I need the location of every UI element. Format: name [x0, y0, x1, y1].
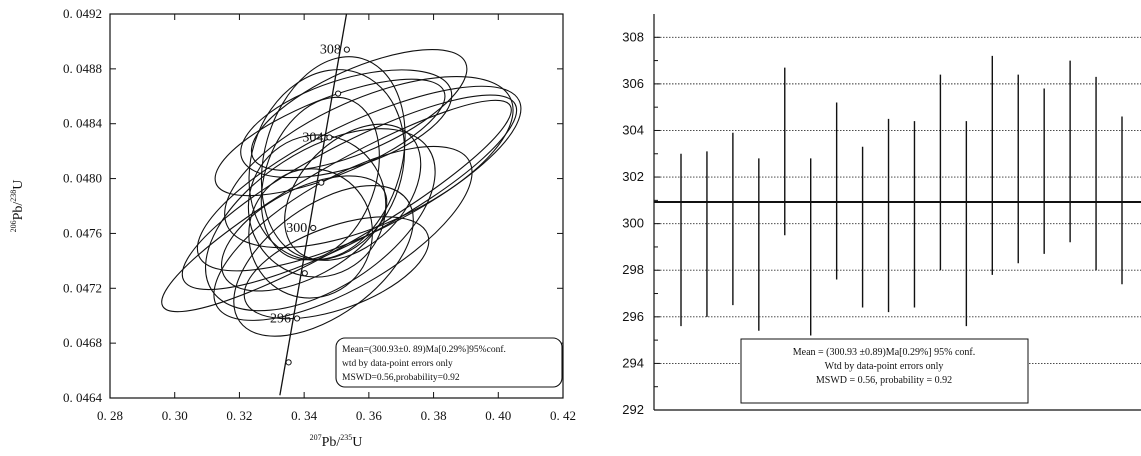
weighted-mean-y-tick-label: 296 — [622, 309, 644, 324]
error-ellipse-13 — [248, 69, 406, 261]
concordia-age-marker-300 — [310, 224, 317, 232]
weighted-mean-y-tick-label: 292 — [622, 402, 644, 417]
concordia-y-tick-label: 0. 0484 — [63, 116, 103, 131]
concordia-x-tick-label: 0. 32 — [226, 408, 252, 423]
concordia-plot: 0. 28 0. 30 0. 32 0. 34 0. 36 0. 38 0. 40 0. 42… — [9, 6, 576, 450]
concordia-y-tick-label: 0. 0492 — [63, 6, 102, 21]
weighted-mean-plot: 292 294 296 298 300 302 304 306 308 Mean = (300.… — [622, 14, 1141, 417]
concordia-intermediate-marker — [301, 270, 308, 277]
concordia-curve — [279, 14, 348, 396]
concordia-y-tick-label: 0. 0472 — [63, 280, 102, 295]
concordia-age-label-296: 296 — [270, 311, 291, 326]
weighted-mean-y-tick-label: 294 — [622, 355, 644, 370]
weighted-mean-y-tick-label: 304 — [622, 122, 644, 137]
concordia-x-axis-label: 207Pb/235U — [310, 433, 363, 450]
concordia-age-label-300: 300 — [286, 221, 307, 236]
concordia-x-tick-label: 0. 38 — [421, 408, 447, 423]
weighted-mean-annotation-line-3: MSWD = 0.56, probability = 0.92 — [816, 375, 952, 386]
concordia-plot-frame — [109, 13, 564, 399]
weighted-mean-annotation-line-1: Mean = (300.93 ±0.89)Ma[0.29%] 95% conf. — [793, 347, 975, 358]
y-label-main: Pb/ — [11, 202, 26, 221]
concordia-x-tick-label: 0. 40 — [485, 408, 511, 423]
concordia-age-marker-308 — [343, 46, 350, 53]
concordia-x-tick-label: 0. 30 — [162, 408, 188, 423]
concordia-annotation-line-3: MSWD=0.56,probability=0.92 — [342, 373, 460, 383]
x-label-tail: U — [352, 435, 362, 450]
concordia-age-marker-304 — [326, 134, 333, 141]
y-label-mass-top: 206 — [9, 220, 18, 232]
concordia-y-tick-label: 0. 0476 — [63, 225, 103, 240]
error-ellipse-14 — [260, 56, 406, 260]
concordia-y-tick-label: 0. 0488 — [63, 61, 102, 76]
x-label-main: Pb/ — [322, 435, 341, 450]
error-ellipse-8 — [240, 69, 453, 179]
weighted-mean-y-tick-label: 300 — [622, 216, 644, 231]
concordia-intermediate-marker — [285, 359, 292, 366]
error-ellipse-1 — [161, 99, 512, 313]
y-label-mass-bottom: 238 — [9, 190, 18, 202]
error-ellipse-9 — [250, 48, 468, 172]
error-ellipse-3 — [196, 85, 522, 272]
concordia-annotation-line-1: Mean=(300.93±0. 89)Ma[0.29%]95%conf. — [342, 344, 506, 355]
concordia-age-label-304: 304 — [302, 130, 323, 145]
weighted-mean-y-tick-label: 306 — [622, 76, 644, 91]
error-ellipse-4 — [224, 76, 514, 249]
weighted-mean-annotation-box — [740, 338, 1029, 404]
error-ellipse-6 — [213, 145, 473, 321]
weighted-mean-y-tick-label: 308 — [622, 29, 644, 44]
error-ellipse-15 — [260, 96, 380, 261]
error-ellipse-10 — [233, 184, 414, 337]
concordia-x-tick-label: 0. 36 — [356, 408, 383, 423]
weighted-mean-annotation-line-2: Wtd by data-point errors only — [825, 361, 944, 372]
concordia-x-tick-label: 0. 28 — [97, 408, 123, 423]
error-ellipse-11 — [243, 216, 430, 320]
concordia-y-tick-label: 0. 0464 — [63, 390, 103, 405]
concordia-annotation-line-2: wtd by data-point errors only — [342, 359, 453, 369]
error-ellipse-18 — [284, 123, 422, 261]
x-label-mass-top: 207 — [310, 433, 322, 442]
weighted-mean-y-tick-label: 302 — [622, 169, 644, 184]
concordia-y-axis-label: 206Pb/238U — [9, 180, 26, 233]
concordia-x-tick-label: 0. 34 — [291, 408, 318, 423]
concordia-y-tick-label: 0. 0480 — [63, 171, 102, 186]
concordia-intermediate-marker — [318, 179, 325, 186]
concordia-y-tick-label: 0. 0468 — [63, 335, 102, 350]
concordia-intermediate-marker — [335, 90, 342, 97]
weighted-mean-y-tick-label: 298 — [622, 262, 644, 277]
y-label-tail: U — [11, 180, 26, 190]
x-label-mass-bottom: 235 — [340, 433, 352, 442]
concordia-annotation-box — [335, 337, 563, 388]
concordia-x-tick-label: 0. 42 — [550, 408, 576, 423]
error-ellipse-16 — [247, 134, 387, 278]
error-ellipse-5 — [204, 128, 436, 312]
concordia-age-marker-296 — [293, 315, 301, 322]
concordia-age-label-308: 308 — [320, 43, 341, 58]
